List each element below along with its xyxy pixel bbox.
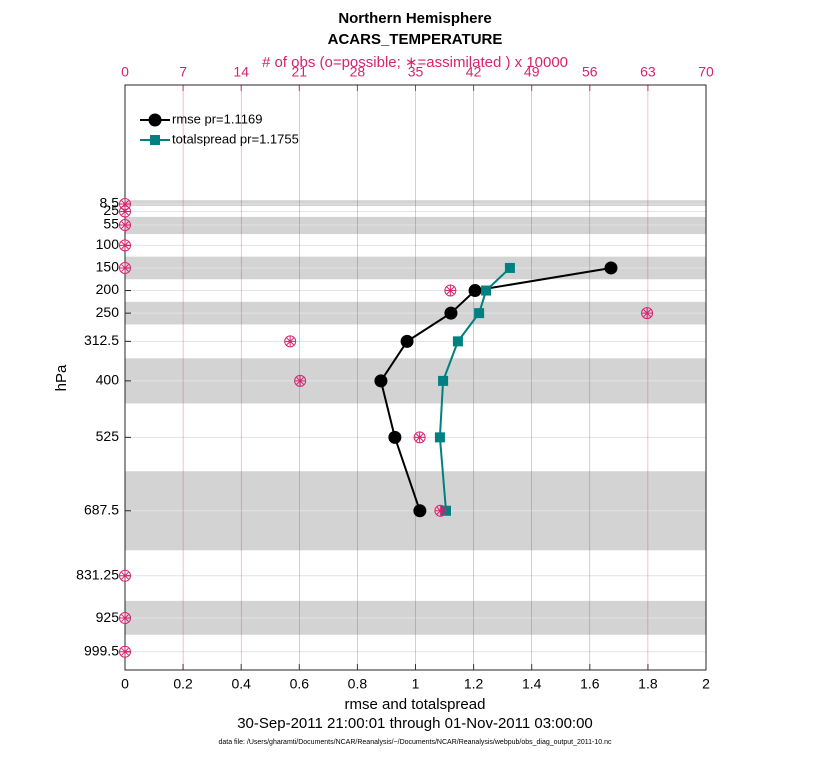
- y-tick-label: 687.5: [84, 501, 119, 517]
- marker: [413, 431, 426, 444]
- marker: [119, 569, 131, 582]
- y-tick-label: 250: [96, 304, 120, 320]
- marker: [120, 646, 130, 657]
- x2-tick-label: 42: [466, 64, 482, 80]
- marker: [120, 220, 130, 231]
- y-axis-label: hPa: [53, 364, 70, 391]
- y-tick-label: 925: [96, 609, 120, 625]
- y-tick-label: 100: [96, 236, 120, 252]
- x2-tick-label: 7: [179, 64, 187, 80]
- x-tick-label: 0.8: [348, 676, 368, 692]
- marker: [295, 375, 306, 386]
- marker: [641, 307, 654, 320]
- marker: [438, 375, 449, 386]
- marker: [504, 262, 515, 273]
- x2-tick-label: 21: [292, 64, 308, 80]
- marker: [481, 285, 492, 296]
- marker: [414, 432, 425, 443]
- x-tick-label: 0: [121, 676, 129, 692]
- marker: [474, 308, 485, 319]
- marker: [119, 645, 131, 658]
- marker: [468, 284, 482, 298]
- legend-marker: [150, 135, 160, 145]
- y-tick-label: 400: [96, 372, 120, 388]
- marker: [120, 613, 130, 624]
- marker: [445, 285, 456, 296]
- marker: [434, 504, 447, 517]
- y-tick-label: 200: [96, 281, 120, 297]
- x2-tick-label: 0: [121, 64, 129, 80]
- marker: [444, 284, 457, 297]
- marker: [120, 262, 130, 273]
- x2-tick-label: 28: [350, 64, 366, 80]
- plot-frame: [124, 84, 707, 671]
- x-tick-label: 0.4: [231, 676, 251, 692]
- marker: [120, 570, 130, 581]
- marker: [119, 219, 131, 232]
- marker: [120, 199, 130, 210]
- x-tick-label: 1.6: [580, 676, 600, 692]
- marker: [435, 505, 446, 516]
- marker: [120, 240, 130, 251]
- x-tick-label: 1: [412, 676, 420, 692]
- legend-label: totalspread pr=1.1755: [172, 131, 299, 146]
- x2-tick-label: 56: [582, 64, 598, 80]
- marker: [374, 374, 388, 388]
- marker: [388, 430, 402, 444]
- marker: [642, 308, 653, 319]
- y-tick-label: 312.5: [84, 332, 119, 348]
- marker: [119, 239, 131, 252]
- x2-tick-label: 63: [640, 64, 656, 80]
- marker: [120, 206, 130, 217]
- marker: [413, 504, 427, 518]
- marker: [119, 612, 131, 625]
- legend-label: rmse pr=1.1169: [172, 111, 262, 126]
- marker: [294, 374, 307, 387]
- time-range: 30-Sep-2011 21:00:01 through 01-Nov-2011…: [237, 715, 593, 732]
- x-tick-label: 1.4: [522, 676, 542, 692]
- x2-tick-label: 49: [524, 64, 540, 80]
- x2-tick-label: 14: [233, 64, 249, 80]
- marker: [119, 261, 131, 274]
- chart-title: Northern Hemisphere: [338, 10, 491, 27]
- x-tick-label: 1.2: [464, 676, 484, 692]
- legend-marker: [148, 113, 162, 127]
- y-tick-label: 525: [96, 428, 120, 444]
- y-tick-label: 999.5: [84, 642, 119, 658]
- y-tick-label: 25: [103, 202, 119, 218]
- marker: [434, 432, 445, 443]
- x-tick-label: 2: [702, 676, 710, 692]
- x2-tick-label: 70: [698, 64, 714, 80]
- marker: [452, 336, 463, 347]
- x2-tick-label: 35: [408, 64, 424, 80]
- marker: [444, 306, 458, 320]
- marker: [604, 261, 618, 275]
- marker: [400, 334, 414, 348]
- marker: [285, 336, 296, 347]
- footnote: data file: /Users/gharamti/Documents/NCA…: [218, 739, 612, 746]
- x2-axis-label: # of obs (o=possible; ∗=assimilated ) x …: [262, 54, 568, 71]
- chart-subtitle: ACARS_TEMPERATURE: [328, 31, 503, 48]
- x-tick-label: 0.6: [290, 676, 310, 692]
- y-tick-label: 8.5: [100, 195, 120, 211]
- x-tick-label: 0.2: [173, 676, 193, 692]
- y-tick-label: 831.25: [76, 566, 119, 582]
- x-axis-label: rmse and totalspread: [345, 696, 486, 713]
- x-tick-label: 1.8: [638, 676, 658, 692]
- y-tick-label: 150: [96, 259, 120, 275]
- y-tick-label: 55: [103, 216, 119, 232]
- marker: [284, 335, 297, 348]
